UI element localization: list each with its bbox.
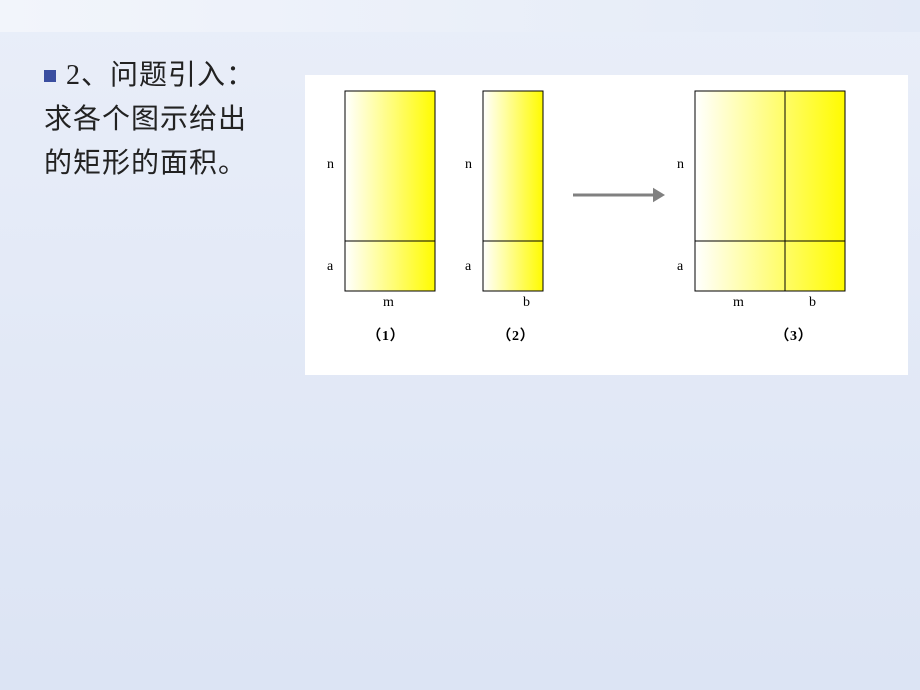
bullet-square-icon: [44, 70, 56, 82]
fig2-label-n: n: [465, 157, 472, 173]
fig1-label-n: n: [327, 157, 334, 173]
fig2-caption: （2）: [497, 325, 535, 345]
figure-panel: n a m （1） n a b （2） n a m b （3）: [305, 75, 908, 375]
slide-body: 2、问题引入： 求各个图示给出 的矩形的面积。 n a m （1） n a b （2） n a m b…: [0, 32, 920, 690]
arrow-head-icon: [653, 188, 665, 202]
fig3-caption: （3）: [775, 325, 813, 345]
fig1-caption: （1）: [367, 325, 405, 345]
fig2-label-b: b: [523, 295, 530, 311]
heading-line-2: 求各个图示给出: [44, 98, 304, 142]
fig3-label-a: a: [677, 259, 683, 275]
fig1-rect: [345, 91, 435, 291]
top-gradient-band: [0, 0, 920, 32]
fig3-label-b: b: [809, 295, 816, 311]
bullet-row: 2、问题引入：: [44, 54, 304, 98]
fig3-label-m: m: [733, 295, 744, 311]
heading-line-1: 2、问题引入：: [66, 54, 255, 98]
fig2-label-a: a: [465, 259, 471, 275]
fig1-label-a: a: [327, 259, 333, 275]
fig1-label-m: m: [383, 295, 394, 311]
heading-line-3: 的矩形的面积。: [44, 142, 304, 186]
text-column: 2、问题引入： 求各个图示给出 的矩形的面积。: [44, 54, 304, 186]
fig3-label-n: n: [677, 157, 684, 173]
fig3-rect: [695, 91, 845, 291]
fig2-rect: [483, 91, 543, 291]
